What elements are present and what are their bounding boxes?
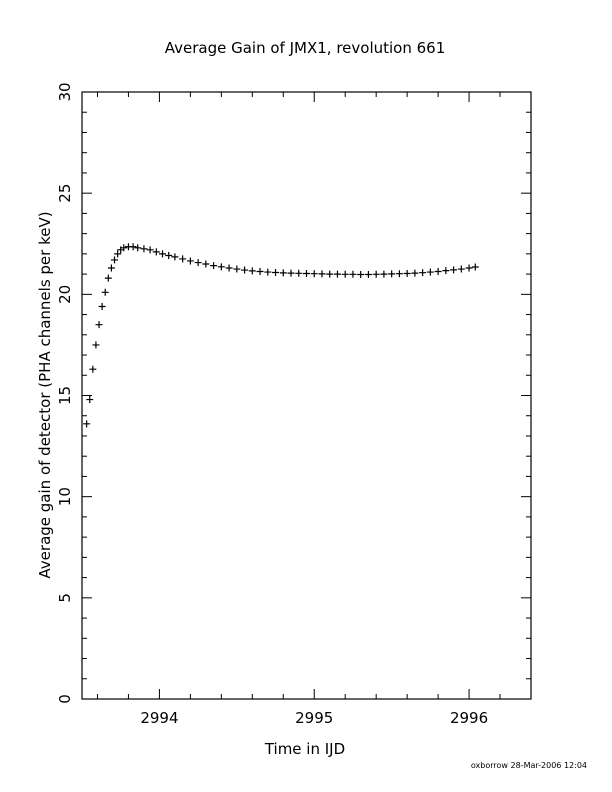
footer-stamp: oxborrow 28-Mar-2006 12:04	[471, 761, 587, 770]
data-point	[134, 244, 142, 252]
data-point	[333, 270, 341, 278]
y-tick-label: 30	[56, 82, 74, 101]
y-tick-label: 10	[56, 487, 74, 506]
data-point	[256, 267, 264, 275]
data-point	[202, 260, 210, 268]
data-point	[248, 267, 256, 275]
data-points	[83, 243, 479, 428]
data-point	[349, 270, 357, 278]
data-point	[98, 302, 106, 310]
data-point	[114, 250, 122, 258]
data-point	[419, 269, 427, 277]
data-point	[303, 269, 310, 277]
data-point	[388, 270, 396, 278]
data-point	[210, 262, 218, 270]
data-point	[395, 270, 403, 278]
data-point	[465, 264, 473, 272]
data-point	[411, 269, 419, 277]
data-point	[101, 288, 109, 296]
data-point	[107, 264, 115, 272]
axis-ticks	[82, 91, 532, 700]
data-point	[86, 396, 94, 404]
data-point	[111, 256, 119, 264]
x-tick-label: 2995	[295, 709, 333, 727]
x-tick-label: 2994	[140, 709, 178, 727]
data-point	[471, 263, 479, 271]
tick-labels: 0 5 10 15 20 25 30 2994 2995 2996	[56, 82, 488, 727]
data-point	[380, 270, 388, 278]
data-point	[95, 321, 103, 329]
data-point	[159, 250, 167, 258]
y-tick-label: 0	[56, 694, 74, 704]
data-point	[152, 248, 160, 256]
data-point	[279, 269, 287, 277]
data-point	[146, 246, 154, 254]
data-point	[434, 267, 442, 275]
data-point	[171, 253, 179, 261]
data-point	[295, 269, 303, 277]
data-point	[140, 245, 148, 253]
data-point	[318, 270, 326, 278]
data-point	[165, 251, 173, 259]
data-point	[104, 274, 112, 282]
data-point	[442, 267, 450, 275]
data-point	[264, 268, 272, 276]
x-tick-label: 2996	[450, 709, 488, 727]
chart-title: Average Gain of JMX1, revolution 661	[165, 39, 446, 57]
data-point	[357, 271, 365, 279]
data-point	[194, 259, 202, 267]
data-point	[225, 264, 233, 272]
data-point	[403, 269, 411, 277]
data-point	[457, 265, 465, 273]
y-axis-label: Average gain of detector (PHA channels p…	[36, 211, 54, 578]
x-axis-label: Time in IJD	[264, 740, 345, 758]
y-tick-label: 5	[56, 593, 74, 603]
plot-frame	[81, 91, 532, 700]
data-point	[186, 257, 194, 265]
data-point	[287, 269, 295, 277]
data-point	[272, 268, 280, 276]
y-tick-label: 20	[56, 285, 74, 304]
y-tick-label: 15	[56, 386, 74, 405]
data-point	[120, 244, 128, 252]
data-point	[310, 270, 318, 278]
data-point	[372, 270, 380, 278]
data-point	[129, 243, 137, 251]
data-point	[241, 266, 249, 274]
data-point	[89, 365, 97, 373]
y-tick-label: 25	[56, 184, 74, 203]
data-point	[326, 270, 334, 278]
data-point	[179, 255, 187, 263]
data-point	[233, 265, 241, 273]
data-point	[426, 268, 434, 276]
data-point	[92, 341, 100, 349]
data-point	[341, 270, 349, 278]
data-point	[217, 263, 225, 271]
data-point	[83, 420, 91, 428]
data-point	[450, 266, 458, 274]
data-point	[364, 271, 372, 279]
